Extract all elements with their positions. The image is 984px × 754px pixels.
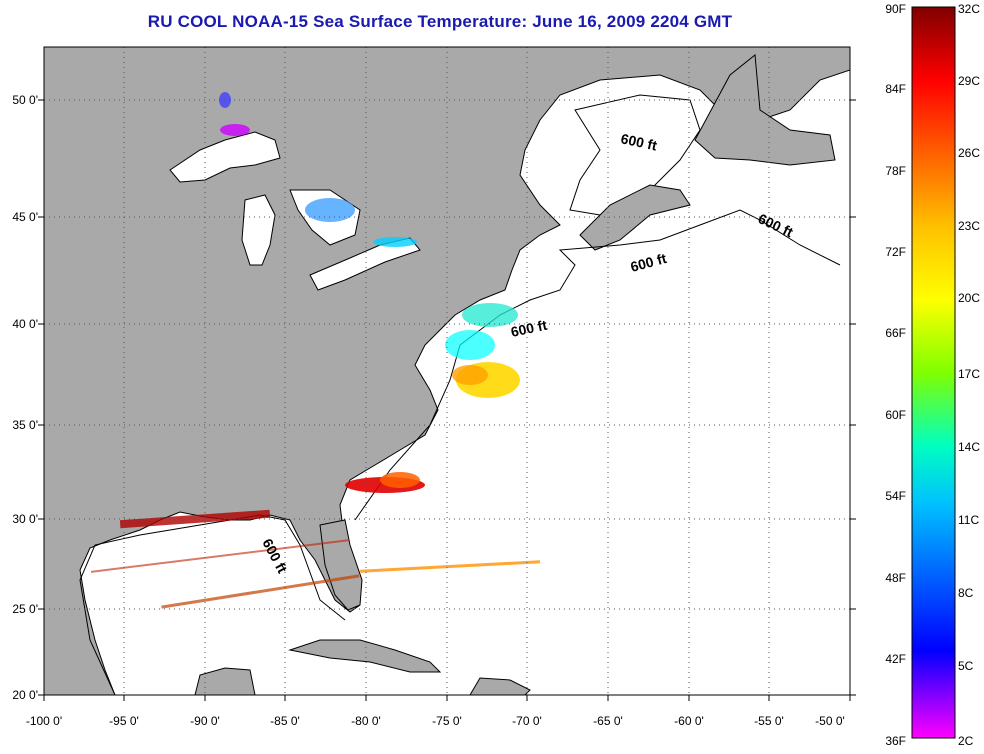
colorbar-f-label: 78F xyxy=(885,164,906,178)
colorbar-f-label: 36F xyxy=(885,734,906,748)
y-tick-label: 20 0' xyxy=(12,688,38,702)
y-tick-label: 40 0' xyxy=(12,317,38,331)
land-yucatan xyxy=(194,667,256,695)
x-tick-label: -80 0' xyxy=(351,714,381,728)
colorbar-c-label: 26C xyxy=(958,146,980,160)
land-hispaniola xyxy=(469,677,531,695)
colorbar-c-label: 32C xyxy=(958,2,980,16)
map-title: RU COOL NOAA-15 Sea Surface Temperature:… xyxy=(147,12,733,31)
colorbar-c-label: 5C xyxy=(958,659,974,673)
x-tick-label: -85 0' xyxy=(270,714,300,728)
x-tick-label: -75 0' xyxy=(432,714,462,728)
lake-superior xyxy=(169,131,281,183)
y-axis-labels: 50 0' 45 0' 40 0' 35 0' 30 0' 25 0' 20 0… xyxy=(12,93,38,702)
y-tick-label: 45 0' xyxy=(12,210,38,224)
colorbar-f-label: 72F xyxy=(885,245,906,259)
contour-label: 600 ft xyxy=(509,317,548,340)
colorbar-c-labels: 32C 29C 26C 23C 20C 17C 14C 11C 8C 5C 2C xyxy=(958,2,980,748)
y-tick-label: 50 0' xyxy=(12,93,38,107)
x-tick-label: -95 0' xyxy=(109,714,139,728)
colorbar-c-label: 23C xyxy=(958,219,980,233)
x-tick-label: -90 0' xyxy=(190,714,220,728)
colorbar-c-label: 17C xyxy=(958,367,980,381)
x-tick-label: -60 0' xyxy=(674,714,704,728)
colorbar-f-label: 60F xyxy=(885,408,906,422)
x-tick-label: -50 0' xyxy=(815,714,845,728)
colorbar-f-labels: 90F 84F 78F 72F 66F 60F 54F 48F 42F 36F xyxy=(885,2,906,748)
bathymetry-contour-600ft xyxy=(79,209,841,695)
lake-michigan xyxy=(241,194,276,266)
x-tick-label: -100 0' xyxy=(26,714,62,728)
colorbar-c-label: 11C xyxy=(958,513,979,527)
lake-erie-ontario xyxy=(309,237,421,291)
colorbar-c-label: 8C xyxy=(958,586,974,600)
graticule xyxy=(44,47,850,695)
colorbar-f-label: 90F xyxy=(885,2,906,16)
x-axis-labels: -100 0' -95 0' -90 0' -85 0' -80 0' -75 … xyxy=(26,714,845,728)
x-tick-label: -70 0' xyxy=(512,714,542,728)
y-tick-label: 35 0' xyxy=(12,418,38,432)
x-tick-label: -55 0' xyxy=(754,714,784,728)
colorbar xyxy=(911,6,956,739)
y-axis-ticks xyxy=(38,99,856,696)
colorbar-f-label: 84F xyxy=(885,82,906,96)
colorbar-f-label: 54F xyxy=(885,489,906,503)
colorbar-f-label: 48F xyxy=(885,571,906,585)
colorbar-c-label: 29C xyxy=(958,74,980,88)
colorbar-f-label: 42F xyxy=(885,652,906,666)
colorbar-c-label: 2C xyxy=(958,734,974,748)
colorbar-c-label: 14C xyxy=(958,440,980,454)
colorbar-c-label: 20C xyxy=(958,291,980,305)
x-axis-ticks xyxy=(43,695,851,701)
land-newfoundland xyxy=(694,54,836,166)
contour-label: 600 ft xyxy=(619,130,658,153)
x-tick-label: -65 0' xyxy=(593,714,623,728)
y-tick-label: 30 0' xyxy=(12,512,38,526)
y-tick-label: 25 0' xyxy=(12,602,38,616)
colorbar-f-label: 66F xyxy=(885,326,906,340)
land-cuba xyxy=(288,639,442,673)
